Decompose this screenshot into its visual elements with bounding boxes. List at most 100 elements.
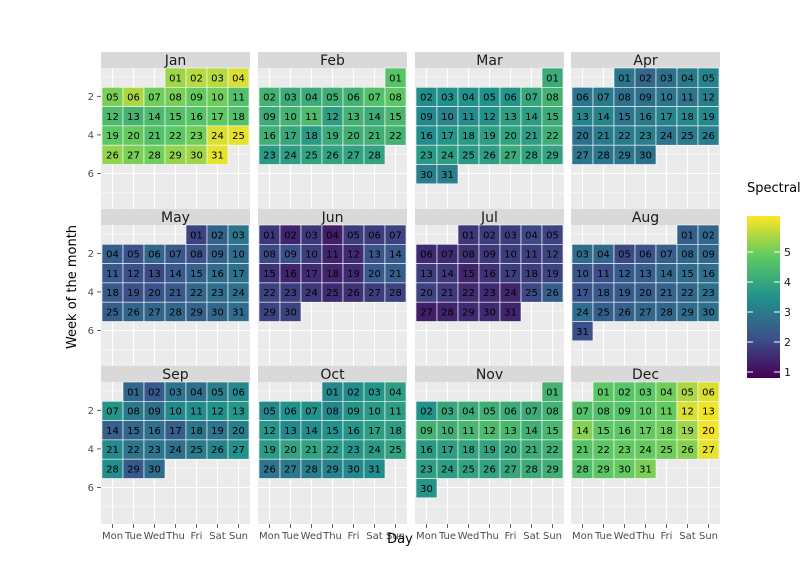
facet-panels: Jan 01 02 03 04 05 06 07 08 09 10 11 12 13 14 15 16 17 18 1… <box>88 52 720 542</box>
legend-title: Spectral <box>747 181 800 196</box>
day-cell <box>227 301 250 322</box>
day-label: 14 <box>441 269 454 280</box>
day-label: 20 <box>420 288 433 299</box>
day-label: 30 <box>618 464 631 475</box>
day-label: 22 <box>618 131 631 142</box>
panel-strip <box>415 209 564 225</box>
day-label: 24 <box>211 131 224 142</box>
panel-strip <box>415 52 564 68</box>
day-label: 08 <box>169 93 182 104</box>
panel-jul: Jul 01 02 03 04 05 06 07 08 09 10 11 12 13 14 15 16 17 18 1… <box>415 209 564 367</box>
day-label: 12 <box>546 250 559 261</box>
day-label: 11 <box>660 407 673 418</box>
day-label: 16 <box>263 131 276 142</box>
day-label: 18 <box>106 288 119 299</box>
day-label: 29 <box>546 150 559 161</box>
day-label: 14 <box>389 250 402 261</box>
day-label: 17 <box>441 445 454 456</box>
day-label: 05 <box>618 250 631 261</box>
day-label: 22 <box>597 445 610 456</box>
day-label: 06 <box>284 407 297 418</box>
x-tick-label: Tue <box>594 531 612 542</box>
day-label: 30 <box>284 307 297 318</box>
day-label: 31 <box>639 464 652 475</box>
day-label: 13 <box>639 269 652 280</box>
day-cell <box>697 301 720 322</box>
x-tick-label: Sun <box>699 531 718 542</box>
day-label: 02 <box>702 230 715 241</box>
panel-strip <box>101 209 250 225</box>
day-label: 16 <box>420 131 433 142</box>
x-tick-label: Thu <box>165 531 185 542</box>
day-label: 21 <box>389 269 402 280</box>
day-label: 27 <box>420 307 433 318</box>
day-label: 16 <box>284 269 297 280</box>
day-cell <box>634 458 657 479</box>
panel-nov: Nov 01 02 03 04 05 06 07 08 09 10 11 12 13 14 15 16 17 18 1… <box>415 366 564 542</box>
day-label: 20 <box>148 288 161 299</box>
day-label: 29 <box>597 464 610 475</box>
day-label: 28 <box>441 307 454 318</box>
panel-oct: Oct 01 02 03 04 05 06 07 08 09 10 11 12 13 14 15 16 17 18 1… <box>258 366 407 542</box>
day-label: 09 <box>190 93 203 104</box>
legend-tick-label: 1 <box>784 366 791 379</box>
day-label: 01 <box>127 387 140 398</box>
day-label: 18 <box>660 426 673 437</box>
day-cell <box>499 301 522 322</box>
day-label: 15 <box>190 269 203 280</box>
day-label: 07 <box>368 93 381 104</box>
day-label: 23 <box>420 464 433 475</box>
day-label: 23 <box>211 288 224 299</box>
day-label: 15 <box>462 269 475 280</box>
day-label: 22 <box>546 445 559 456</box>
x-tick-label: Sat <box>209 531 225 542</box>
day-label: 13 <box>702 407 715 418</box>
day-label: 14 <box>148 112 161 123</box>
day-label: 28 <box>305 464 318 475</box>
x-tick-label: Thu <box>635 531 655 542</box>
day-label: 23 <box>148 445 161 456</box>
day-label: 06 <box>504 93 517 104</box>
day-label: 12 <box>211 407 224 418</box>
y-tick-label: 4 <box>88 131 94 142</box>
day-label: 25 <box>462 150 475 161</box>
day-cell <box>143 458 166 479</box>
panel-jun: Jun 01 02 03 04 05 06 07 08 09 10 11 12 13 14 15 16 17 18 1… <box>258 209 407 367</box>
day-label: 08 <box>681 250 694 261</box>
day-label: 12 <box>263 426 276 437</box>
day-label: 09 <box>347 407 360 418</box>
day-label: 10 <box>305 250 318 261</box>
day-label: 04 <box>681 73 694 84</box>
day-label: 12 <box>702 93 715 104</box>
day-label: 26 <box>211 445 224 456</box>
day-label: 23 <box>347 445 360 456</box>
day-label: 18 <box>326 269 339 280</box>
day-label: 26 <box>546 288 559 299</box>
day-label: 24 <box>441 464 454 475</box>
day-label: 09 <box>420 426 433 437</box>
day-label: 06 <box>504 407 517 418</box>
day-label: 02 <box>263 93 276 104</box>
day-label: 19 <box>483 445 496 456</box>
day-label: 14 <box>305 426 318 437</box>
day-label: 01 <box>263 230 276 241</box>
day-label: 26 <box>483 150 496 161</box>
day-label: 26 <box>106 150 119 161</box>
panel-title: Jan <box>164 53 187 69</box>
day-label: 12 <box>681 407 694 418</box>
day-label: 01 <box>190 230 203 241</box>
day-label: 16 <box>702 269 715 280</box>
day-label: 21 <box>148 131 161 142</box>
day-label: 25 <box>326 288 339 299</box>
panel-dec: Dec 01 02 03 04 05 06 07 08 09 10 11 12 13 14 15 16 17 18 1… <box>571 366 720 542</box>
x-tick-label: Thu <box>479 531 499 542</box>
day-label: 02 <box>483 230 496 241</box>
day-label: 03 <box>169 387 182 398</box>
day-label: 03 <box>660 73 673 84</box>
day-label: 26 <box>263 464 276 475</box>
day-label: 04 <box>597 250 610 261</box>
day-cell <box>206 144 229 165</box>
day-label: 19 <box>546 269 559 280</box>
day-label: 20 <box>504 131 517 142</box>
